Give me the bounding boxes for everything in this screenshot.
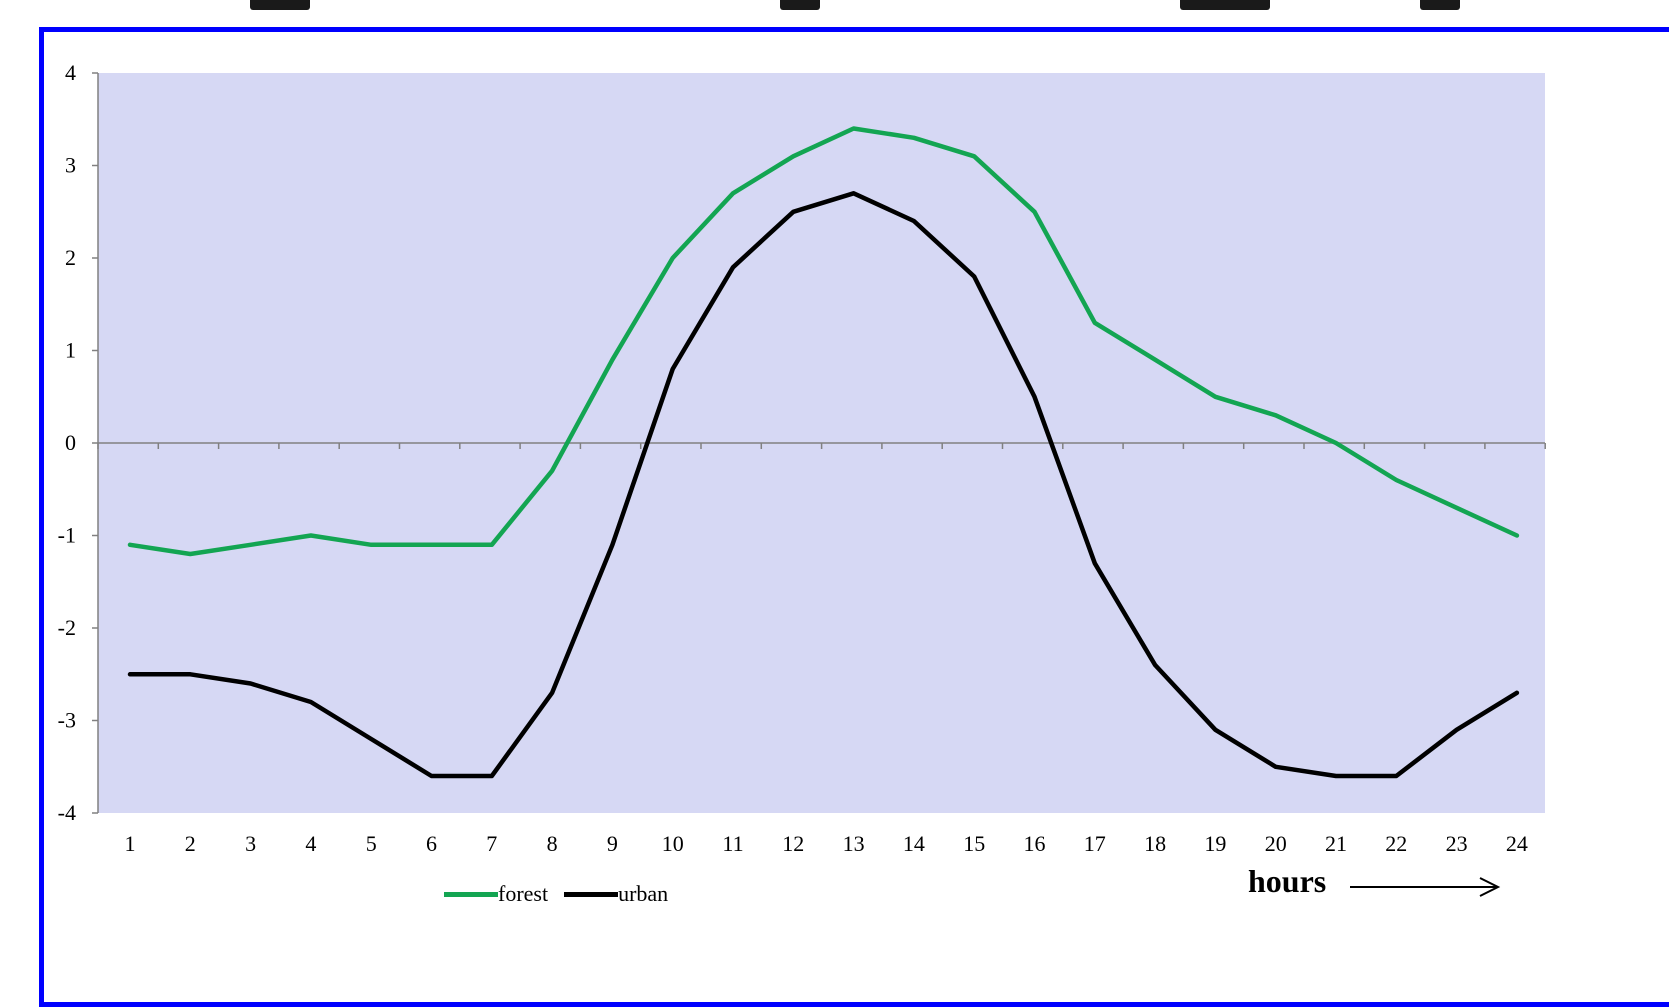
- x-tick-label: 7: [486, 831, 497, 856]
- x-tick-label: 14: [903, 831, 925, 856]
- x-tick-label: 13: [843, 831, 865, 856]
- arrow-right-icon: [1350, 877, 1501, 897]
- y-tick-label: -3: [58, 708, 76, 733]
- x-tick-label: 5: [366, 831, 377, 856]
- x-tick-label: 16: [1024, 831, 1046, 856]
- x-tick-label: 4: [305, 831, 316, 856]
- series-line-forest: [127, 126, 1520, 557]
- y-tick-label: 4: [65, 60, 76, 85]
- legend: forest urban: [444, 881, 674, 907]
- y-axis-ticks: 4 3 2 1 0 -1 -2 -3 -4: [58, 60, 98, 825]
- x-tick-label: 1: [125, 831, 136, 856]
- x-tick-label: 12: [782, 831, 804, 856]
- x-axis-label: hours: [1248, 863, 1327, 899]
- y-tick-label: 0: [65, 430, 76, 455]
- y-tick-label: 2: [65, 245, 76, 270]
- x-tick-label: 24: [1506, 831, 1528, 856]
- y-tick-label: 3: [65, 153, 76, 178]
- x-tick-label: 9: [607, 831, 618, 856]
- x-tick-label: 6: [426, 831, 437, 856]
- series-line-urban: [127, 191, 1520, 779]
- legend-label-forest: forest: [498, 881, 549, 906]
- x-tick-label: 3: [245, 831, 256, 856]
- y-tick-label: -4: [58, 800, 76, 825]
- legend-item-urban: urban: [564, 881, 668, 907]
- series-lines: [127, 126, 1520, 779]
- legend-label-urban: urban: [618, 881, 669, 906]
- x-tick-label: 21: [1325, 831, 1347, 856]
- top-cutoff-text: [0, 0, 1669, 14]
- x-tick-label: 11: [722, 831, 743, 856]
- x-tick-label: 8: [547, 831, 558, 856]
- y-tick-label: -2: [58, 615, 76, 640]
- y-tick-label: -1: [58, 523, 76, 548]
- x-tick-label: 22: [1385, 831, 1407, 856]
- y-tick-label: 1: [65, 338, 76, 363]
- x-tick-label: 17: [1084, 831, 1106, 856]
- x-tick-label: 10: [662, 831, 684, 856]
- x-tick-label: 18: [1144, 831, 1166, 856]
- x-tick-label: 23: [1446, 831, 1468, 856]
- x-tick-label: 2: [185, 831, 196, 856]
- x-axis-ticks: 1 2 3 4 5 6 7 8 9 10 11 12 13 14 15 16 17 18 19 20 21 22 23 24: [97, 443, 1546, 856]
- x-tick-label: 20: [1265, 831, 1287, 856]
- legend-swatch-forest: [444, 891, 498, 897]
- x-tick-label: 15: [963, 831, 985, 856]
- x-tick-label: 19: [1204, 831, 1226, 856]
- legend-swatch-urban: [564, 891, 619, 897]
- legend-item-forest: forest: [444, 881, 548, 907]
